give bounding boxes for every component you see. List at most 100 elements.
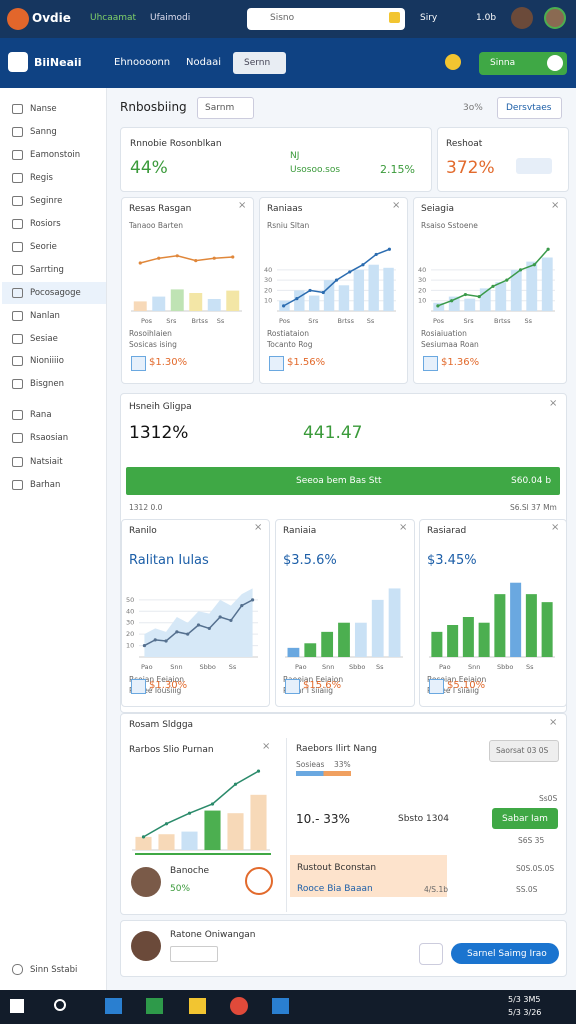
nav-link[interactable]: Nodaai bbox=[186, 57, 221, 68]
nav-link[interactable]: Ehnoooonn bbox=[114, 57, 171, 68]
point bbox=[308, 288, 312, 293]
bar bbox=[338, 285, 350, 311]
sidebar-item[interactable]: Seorie bbox=[30, 242, 57, 252]
sidebar-item[interactable]: Rana bbox=[30, 410, 52, 420]
bar bbox=[541, 602, 553, 657]
sidebar-item[interactable]: Sesiae bbox=[30, 334, 58, 344]
icon bbox=[12, 173, 23, 183]
panel-footer: Rsoar I siiaiig bbox=[283, 686, 333, 695]
progress-text: Seeoa bem Bas Stt bbox=[296, 476, 382, 486]
start[interactable] bbox=[10, 999, 24, 1013]
bar bbox=[135, 836, 152, 850]
sidebar-item[interactable]: Rsaosian bbox=[30, 433, 69, 443]
x-label: Pos bbox=[279, 317, 291, 325]
y-tick-label: 40 bbox=[126, 607, 134, 615]
dropdown[interactable] bbox=[497, 97, 562, 119]
y-tick-label: 20 bbox=[418, 286, 426, 294]
button[interactable] bbox=[451, 943, 559, 964]
toggle[interactable] bbox=[479, 52, 567, 75]
app[interactable] bbox=[272, 998, 289, 1014]
dropdown[interactable] bbox=[419, 943, 443, 965]
note: S0S.0S.0S bbox=[516, 864, 555, 873]
point bbox=[361, 263, 365, 267]
sidebar-item[interactable]: Barhan bbox=[30, 480, 61, 490]
point bbox=[153, 638, 157, 642]
close-icon[interactable]: × bbox=[549, 398, 558, 409]
bar bbox=[287, 647, 300, 657]
bar bbox=[510, 582, 522, 657]
list-panel bbox=[286, 738, 566, 912]
note: Ss0S bbox=[539, 794, 558, 803]
close-icon[interactable]: × bbox=[262, 741, 271, 752]
nav-button[interactable] bbox=[233, 52, 286, 74]
close-icon[interactable]: × bbox=[392, 200, 401, 211]
avatar[interactable] bbox=[544, 7, 566, 29]
avatar[interactable] bbox=[511, 7, 533, 29]
band-title: Rustout Bconstan bbox=[297, 863, 377, 873]
chart bbox=[132, 769, 270, 851]
search-icon[interactable] bbox=[389, 12, 400, 23]
close-icon[interactable]: × bbox=[238, 200, 247, 211]
band-sub: Rooce Bia Baaan bbox=[297, 884, 373, 894]
icon bbox=[12, 104, 23, 114]
time: 5/3 3M5 bbox=[508, 995, 541, 1004]
icon-row[interactable] bbox=[170, 946, 218, 962]
close-icon[interactable]: × bbox=[549, 717, 558, 728]
panel-footer: Rosoihlaien bbox=[129, 329, 172, 338]
mini-bar bbox=[296, 771, 351, 776]
y-tick-label: 20 bbox=[126, 630, 134, 638]
app[interactable] bbox=[189, 998, 206, 1014]
sidebar-item[interactable]: Regis bbox=[30, 173, 53, 183]
kpi-toggle[interactable] bbox=[516, 158, 552, 174]
sidebar-item[interactable]: Sanng bbox=[30, 127, 57, 137]
icon bbox=[12, 480, 23, 490]
point bbox=[450, 299, 454, 303]
emoji[interactable] bbox=[445, 54, 461, 70]
panel-subtitle: Rsniu Sltan bbox=[267, 221, 310, 230]
close-icon[interactable]: × bbox=[254, 522, 263, 533]
x-label: Pao bbox=[141, 663, 153, 671]
dropdown[interactable] bbox=[197, 97, 254, 119]
icon bbox=[12, 379, 23, 389]
point bbox=[207, 626, 211, 631]
sidebar-item[interactable]: Eamonstoin bbox=[30, 150, 81, 160]
y-tick-label: 40 bbox=[418, 266, 426, 274]
sidebar-item[interactable]: Nanse bbox=[30, 104, 57, 114]
sidebar-item[interactable]: Pocosagoge bbox=[30, 288, 81, 298]
sidebar-item[interactable]: Sarrting bbox=[30, 265, 64, 275]
app[interactable] bbox=[230, 997, 248, 1015]
toggle-knob bbox=[547, 55, 563, 71]
sidebar-item[interactable]: Seginre bbox=[30, 196, 63, 206]
point bbox=[256, 769, 261, 773]
app[interactable] bbox=[146, 998, 163, 1014]
search[interactable] bbox=[54, 999, 66, 1011]
sidebar-item[interactable]: Nioniiiio bbox=[30, 356, 64, 366]
point bbox=[477, 295, 481, 299]
sidebar-item[interactable]: Rosiors bbox=[30, 219, 61, 229]
app[interactable] bbox=[105, 998, 122, 1014]
bar bbox=[479, 288, 491, 311]
point bbox=[212, 256, 216, 260]
close-icon[interactable]: × bbox=[551, 522, 560, 533]
search-box[interactable] bbox=[247, 8, 405, 30]
sidebar-footer[interactable]: Sinn Sstabi bbox=[30, 965, 78, 975]
icon bbox=[12, 334, 23, 344]
select[interactable] bbox=[489, 740, 559, 762]
panel-title: Seiagia bbox=[421, 204, 454, 214]
panel-footer: Raeoian Eeiaion bbox=[283, 675, 344, 684]
sidebar-item[interactable]: Nanlan bbox=[30, 311, 60, 321]
chart: 10 20 30 40 bbox=[264, 247, 396, 312]
list-sub: Sosieas bbox=[296, 760, 325, 769]
user-label: Siry bbox=[420, 13, 438, 23]
button[interactable] bbox=[492, 808, 558, 829]
point bbox=[175, 254, 179, 258]
sidebar-item[interactable]: Natsiait bbox=[30, 457, 63, 467]
close-icon[interactable]: × bbox=[551, 200, 560, 211]
point bbox=[282, 304, 286, 308]
panel-title: Raniaia bbox=[283, 526, 317, 536]
sidebar-item[interactable]: Bisgnen bbox=[30, 379, 65, 389]
kpi-sub: Usosoo.sos bbox=[290, 165, 341, 175]
close-icon[interactable]: × bbox=[399, 522, 408, 533]
app-icon[interactable] bbox=[7, 8, 29, 30]
bar bbox=[226, 290, 240, 311]
